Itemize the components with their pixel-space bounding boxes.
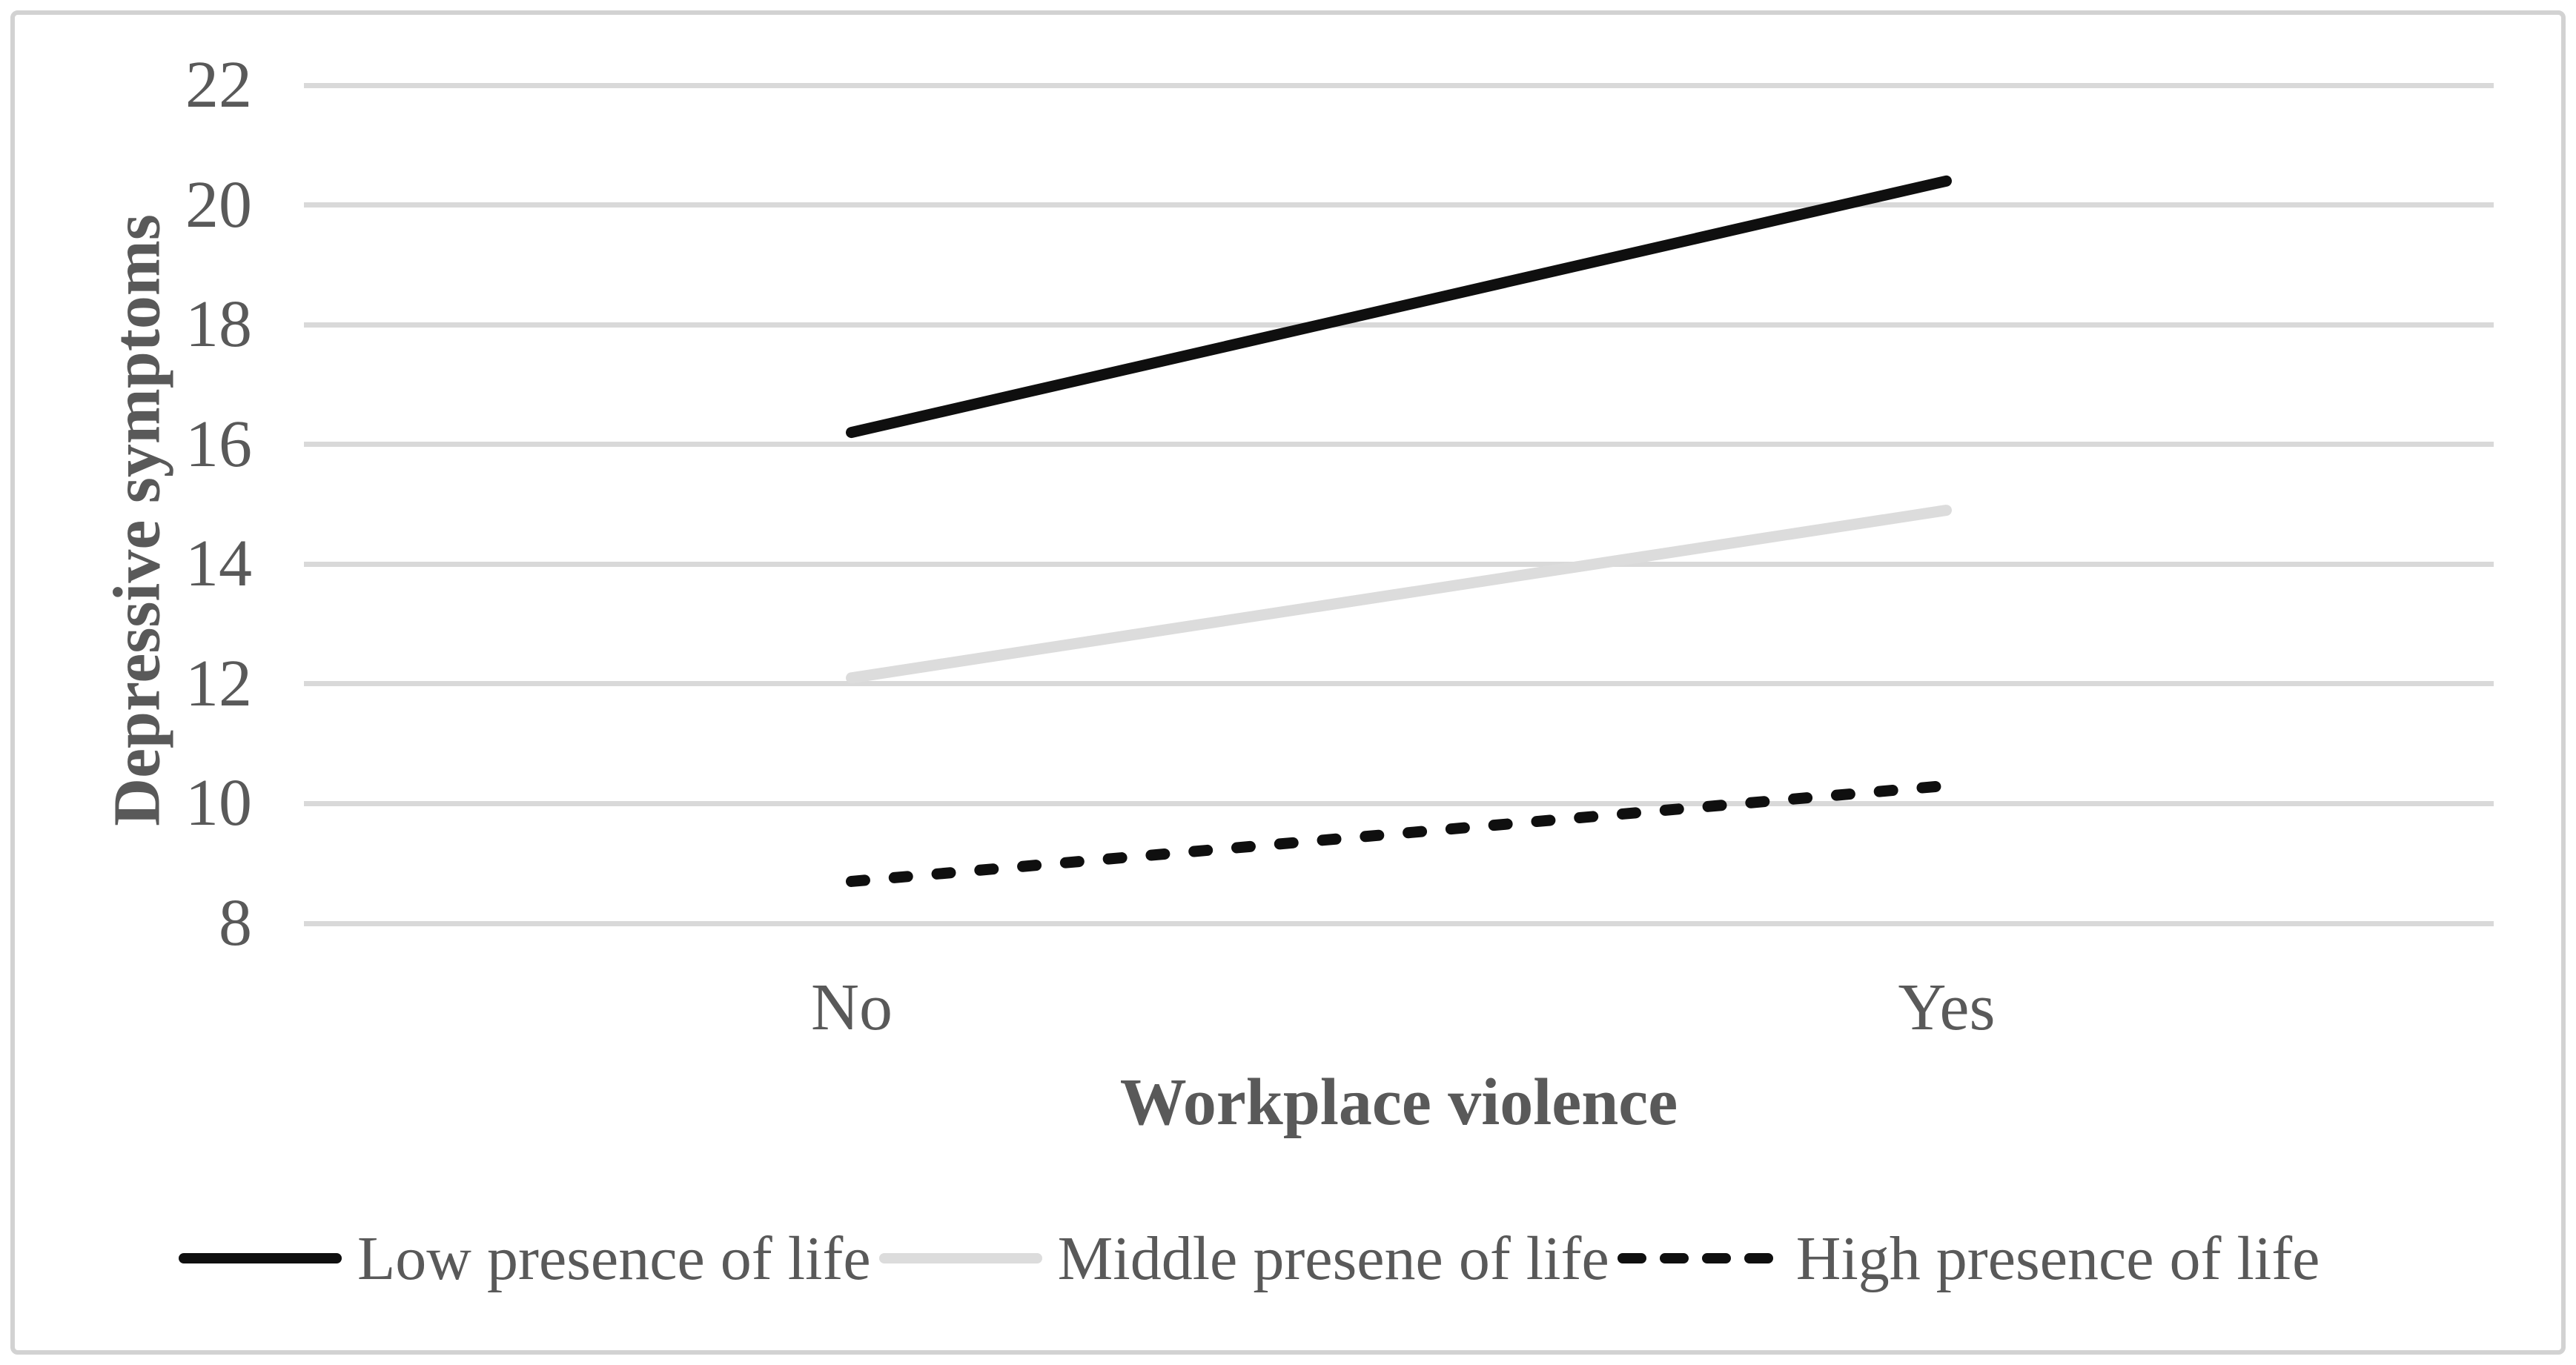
gridline bbox=[304, 82, 2494, 88]
dashed-black-line-swatch-icon bbox=[1617, 1253, 1781, 1263]
y-tick-label: 22 bbox=[185, 48, 252, 122]
gridline bbox=[304, 442, 2494, 448]
gridline bbox=[304, 561, 2494, 567]
legend-label-middle: Middle presene of life bbox=[1057, 1223, 1609, 1293]
gridline bbox=[304, 681, 2494, 687]
x-tick-label-yes: Yes bbox=[1898, 971, 1996, 1044]
gridline bbox=[304, 322, 2494, 328]
legend-item-high: High presence of life bbox=[1617, 1223, 2320, 1295]
legend-label-low: Low presence of life bbox=[357, 1223, 871, 1293]
y-tick-label: 16 bbox=[185, 407, 252, 481]
x-tick-label-no: No bbox=[811, 971, 893, 1044]
plot-area bbox=[846, 175, 1952, 887]
y-tick-label: 18 bbox=[185, 288, 252, 362]
x-axis-title: Workplace violence bbox=[1119, 1066, 1678, 1139]
y-tick-label: 10 bbox=[185, 766, 252, 840]
gridline bbox=[304, 202, 2494, 208]
y-tick-label: 8 bbox=[219, 886, 252, 960]
legend-item-low: Low presence of life bbox=[178, 1223, 871, 1295]
series-line-3 bbox=[846, 780, 1952, 887]
y-tick-label: 14 bbox=[185, 527, 252, 601]
series-line-1 bbox=[846, 175, 1952, 439]
solid-black-line-swatch-icon bbox=[179, 1253, 342, 1263]
gridline bbox=[304, 800, 2494, 806]
legend: Low presence of life Middle presene of l… bbox=[178, 1214, 2327, 1303]
solid-gray-line-swatch-icon bbox=[878, 1253, 1042, 1263]
y-axis-title: Depressive symptoms bbox=[100, 214, 174, 826]
gridline bbox=[304, 920, 2494, 926]
series-line-2 bbox=[846, 505, 1952, 684]
y-tick-label: 12 bbox=[185, 646, 252, 720]
legend-label-high: High presence of life bbox=[1795, 1223, 2320, 1293]
legend-item-middle: Middle presene of life bbox=[878, 1223, 1609, 1295]
y-tick-label: 20 bbox=[185, 167, 252, 242]
